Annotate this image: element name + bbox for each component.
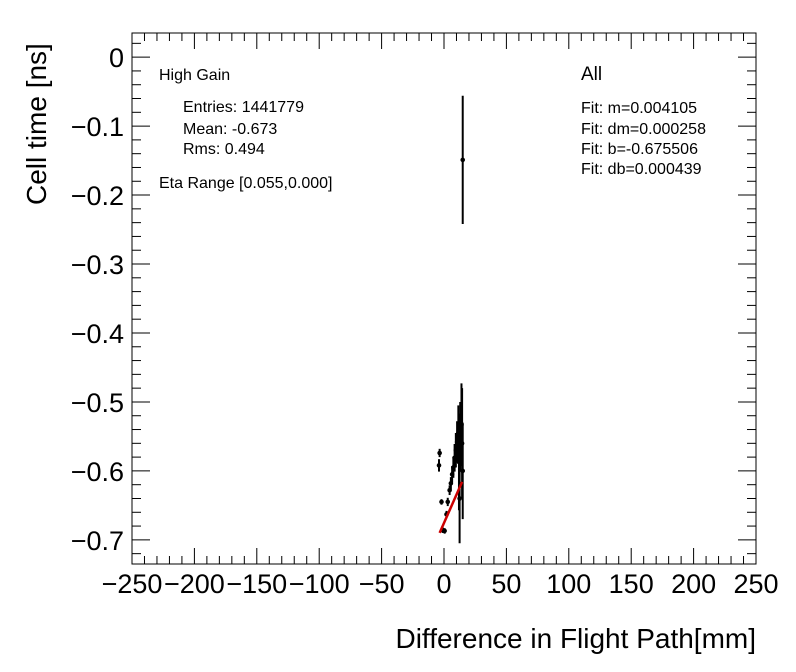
y-tick-label: −0.2 [71,181,124,211]
data-point [442,528,447,534]
data-points [436,157,466,534]
data-point [460,468,466,474]
x-tick-label: −100 [289,569,350,599]
x-tick-label: 50 [491,569,521,599]
y-tick-label: 0 [109,43,124,73]
data-point [456,430,461,436]
x-tick-label: 200 [671,569,716,599]
x-tick-labels: −250 −200 −150 −100 −50 0 50 100 150 200 250 [102,569,779,599]
fit-b: Fit: b=-0.675506 [581,141,698,158]
y-tick-label: −0.5 [71,388,124,418]
data-point [456,459,462,465]
data-point [453,447,459,453]
y-tick-label: −0.4 [71,319,124,349]
x-tick-label: −250 [102,569,163,599]
stats-rms: Rms: 0.494 [183,141,265,158]
x-tick-label: −200 [164,569,225,599]
data-point [436,463,442,468]
data-point [460,157,466,163]
data-point [457,496,462,501]
data-point [445,499,451,505]
y-tick-label: −0.3 [71,250,124,280]
y-tick-label: −0.1 [71,112,124,142]
fit-dm: Fit: dm=0.000258 [581,121,706,138]
fit-m: Fit: m=0.004105 [581,100,697,117]
data-point [459,441,465,446]
data-point [449,472,455,477]
y-tick-label: −0.6 [71,457,124,487]
x-tick-label: 250 [733,569,778,599]
x-tick-label: 0 [436,569,451,599]
data-point [448,481,454,486]
axis-ticks [131,33,757,564]
data-point [439,499,444,505]
data-point [457,434,463,439]
y-tick-label: −0.7 [71,526,124,556]
y-tick-labels: 0 −0.1 −0.2 −0.3 −0.4 −0.5 −0.6 −0.7 [71,43,124,556]
fit-line [438,481,464,534]
x-tick-label: −50 [359,569,405,599]
x-tick-label: 100 [546,569,591,599]
data-point [459,422,464,427]
stats-mean: Mean: -0.673 [183,121,277,138]
stats-entries: Entries: 1441779 [183,99,304,116]
stats-title: High Gain [159,67,230,84]
eta-range: Eta Range [0.055,0.000] [159,175,332,192]
x-axis-title: Difference in Flight Path[mm] [395,623,756,654]
x-tick-label: 150 [609,569,654,599]
fit-db: Fit: db=0.000439 [581,161,702,178]
data-point [447,487,452,493]
data-point [454,439,460,445]
x-tick-label: −150 [226,569,287,599]
fit-title: All [581,64,602,85]
y-axis-title: Cell time [ns] [21,43,52,205]
data-point [451,465,456,470]
data-point [437,450,442,456]
data-point [452,455,457,461]
